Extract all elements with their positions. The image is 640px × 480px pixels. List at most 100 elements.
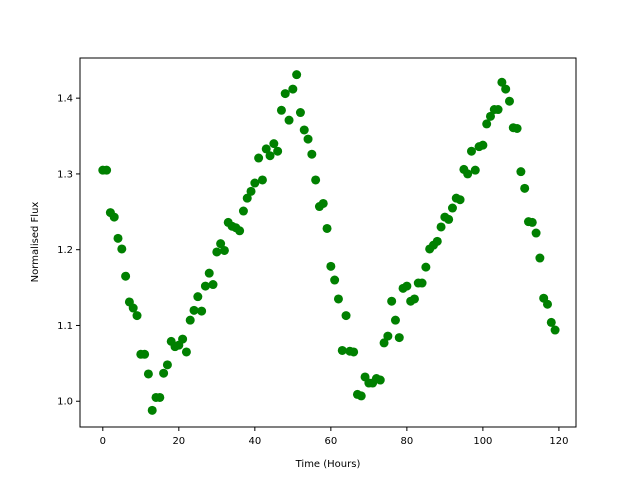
data-point [516,167,526,177]
y-tick-label: 1.2 [57,245,73,256]
y-tick-label: 1.0 [57,397,73,408]
data-point [261,144,271,154]
data-point [284,115,294,125]
data-point [185,315,195,325]
data-point [246,186,256,196]
data-point [212,247,222,257]
data-point [417,278,427,288]
data-point [303,134,313,144]
data-point [216,239,226,249]
data-point [269,139,279,149]
data-point [235,226,245,236]
data-point [193,292,203,302]
data-point [280,89,290,99]
data-point [189,305,199,315]
data-point [273,146,283,156]
data-point [102,165,112,175]
data-point [542,299,552,309]
data-point [379,338,389,348]
data-point [288,84,298,94]
x-tick-label: 60 [324,436,337,447]
data-point [147,405,157,415]
data-point [478,140,488,150]
data-point [546,317,556,327]
data-point [322,223,332,233]
y-tick-label: 1.1 [57,321,73,332]
data-point [318,198,328,208]
data-point [455,195,465,205]
data-point [512,123,522,133]
data-point [326,261,336,271]
y-tick-label: 1.3 [57,169,73,180]
data-point [200,281,210,291]
data-point [390,315,400,325]
data-point [132,311,142,321]
data-point [531,228,541,238]
data-point [337,345,347,355]
data-point [520,183,530,193]
data-point [257,175,267,185]
y-tick-label: 1.4 [57,94,73,105]
data-point [432,236,442,246]
data-point [550,325,560,335]
data-point [447,203,457,213]
axes-frame [79,57,577,428]
data-point [482,119,492,129]
data-point [242,193,252,203]
data-point [444,214,454,224]
data-point [349,347,359,357]
y-axis-label: Normalised Flux [30,202,41,283]
data-point [113,233,123,243]
data-point [470,165,480,175]
x-tick-label: 40 [248,436,261,447]
data-point [333,294,343,304]
data-point [402,281,412,291]
data-point [208,280,218,290]
data-point [535,253,545,263]
data-point [292,70,302,80]
data-point [375,375,385,385]
data-point [356,391,366,401]
data-point [181,347,191,357]
data-point [394,333,404,343]
data-point [341,311,351,321]
x-tick-label: 20 [172,436,185,447]
data-point [311,175,321,185]
data-point [178,334,188,344]
data-point [436,222,446,232]
data-point [466,146,476,156]
x-tick-label: 0 [100,436,106,447]
data-point [387,296,397,306]
data-point [219,245,229,255]
data-point [307,149,317,159]
data-point [238,206,248,216]
data-point [109,212,119,222]
data-point [204,268,214,278]
data-point [501,84,511,94]
data-point [162,360,172,370]
data-point [254,153,264,163]
data-point [299,125,309,135]
data-point [330,275,340,285]
x-axis-label: Time (Hours) [295,459,361,470]
data-point [504,96,514,106]
data-point [463,169,473,179]
data-point [265,151,275,161]
x-axis-ticks: 0 20 40 60 80 100 120 [100,427,568,447]
data-point [295,108,305,118]
data-point [121,271,131,281]
x-tick-label: 100 [473,436,492,447]
x-tick-label: 80 [400,436,413,447]
data-point [276,105,286,115]
data-point [128,303,138,313]
data-point [421,262,431,272]
data-point [497,77,507,87]
data-point [250,178,260,188]
data-point [143,369,153,379]
data-point [117,244,127,254]
y-axis-ticks: 1.0 1.1 1.2 1.3 1.4 [57,94,80,408]
data-point [383,331,393,341]
data-point [493,105,503,115]
